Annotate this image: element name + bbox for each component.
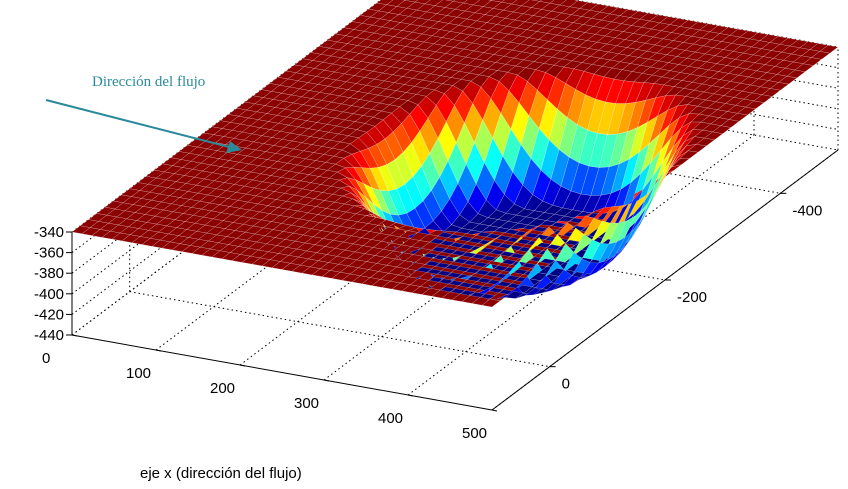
surface-patch [570, 276, 589, 286]
x-tick-mark [155, 349, 162, 352]
flow-annotation: Dirección del flujo [45, 74, 242, 153]
surface-patch [588, 260, 608, 277]
side-wall-grid-line [417, 74, 839, 151]
x-tick-label: 100 [126, 365, 151, 382]
x-axis-label: eje x (dirección del flujo) [140, 465, 302, 482]
tick-labels: 0 100 200 300 400 500 -400 -200 0 -340 -360 -380 -40… [34, 192, 822, 442]
floor-grid-line [129, 291, 550, 368]
z-tick-label: -360 [34, 245, 64, 262]
z-tick-label: -440 [34, 327, 64, 344]
side-wall-grid-line [417, 53, 839, 130]
z-tick-label: -340 [34, 224, 64, 241]
x-tick-label: 500 [462, 425, 487, 442]
annotation-arrow-line [45, 99, 234, 149]
x-tick-mark [407, 394, 414, 397]
z-tick-label: -380 [34, 265, 64, 282]
y-tick-label: -200 [677, 289, 707, 306]
x-tick-mark [323, 379, 330, 382]
z-tick-label: -420 [34, 306, 64, 323]
x-tick-mark [71, 334, 78, 337]
x-tick-label: 200 [210, 380, 235, 397]
x-tick-label: 300 [294, 395, 319, 412]
z-tick-label: -400 [34, 286, 64, 303]
surface-patch [481, 298, 501, 308]
x-tick-mark [491, 409, 498, 412]
y-tick-label: 0 [562, 376, 570, 393]
annotation-text: Dirección del flujo [92, 74, 205, 90]
y-tick-label: -400 [792, 202, 822, 219]
annotation-arrow-head [226, 141, 242, 153]
x-tick-label: 0 [42, 350, 50, 367]
x-tick-mark [239, 364, 246, 367]
x-axis-line [71, 334, 493, 411]
surface-mesh [71, 0, 839, 308]
x-tick-label: 400 [378, 410, 403, 427]
floor-grid-line [360, 117, 781, 194]
